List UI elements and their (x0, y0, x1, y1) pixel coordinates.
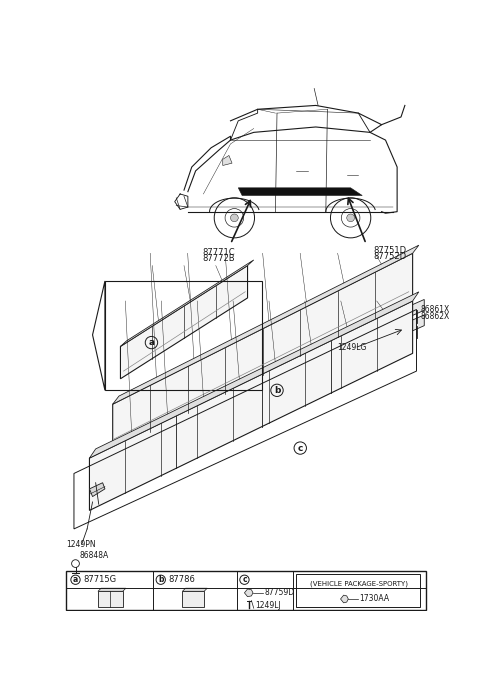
Polygon shape (113, 253, 413, 451)
Polygon shape (182, 591, 204, 606)
Polygon shape (340, 595, 348, 603)
Text: 87715G: 87715G (83, 576, 116, 584)
FancyBboxPatch shape (296, 574, 420, 606)
Text: 87772B: 87772B (203, 254, 235, 263)
Text: c: c (242, 576, 247, 584)
Text: (VEHICLE PACKAGE-SPORTY): (VEHICLE PACKAGE-SPORTY) (310, 580, 408, 587)
Text: 87752D: 87752D (374, 252, 407, 261)
Polygon shape (89, 292, 419, 458)
Polygon shape (98, 591, 123, 606)
Text: a: a (73, 576, 78, 584)
Text: 1249PN: 1249PN (66, 540, 96, 549)
Text: b: b (274, 386, 280, 395)
Text: 87786: 87786 (168, 576, 195, 584)
Polygon shape (410, 300, 424, 316)
Polygon shape (244, 589, 253, 597)
Polygon shape (89, 301, 413, 510)
Text: 87771C: 87771C (203, 248, 235, 257)
Polygon shape (120, 260, 254, 346)
Polygon shape (120, 265, 248, 379)
Text: a: a (148, 338, 155, 347)
Polygon shape (223, 156, 232, 165)
Text: 1249LG: 1249LG (337, 344, 367, 353)
Text: 87759D: 87759D (264, 589, 295, 598)
Text: b: b (158, 576, 164, 584)
Text: 86862X: 86862X (420, 312, 450, 321)
Text: 87751D: 87751D (374, 246, 407, 255)
Polygon shape (182, 588, 207, 591)
Text: 1730AA: 1730AA (359, 595, 389, 604)
Polygon shape (98, 588, 126, 591)
Circle shape (230, 214, 238, 222)
Circle shape (347, 214, 355, 222)
Polygon shape (89, 483, 105, 497)
Text: 86848A: 86848A (79, 552, 108, 560)
FancyBboxPatch shape (66, 571, 426, 610)
Text: 1249LJ: 1249LJ (255, 601, 281, 610)
Polygon shape (238, 188, 362, 196)
Text: c: c (298, 444, 303, 453)
Text: 86861X: 86861X (420, 305, 450, 314)
Polygon shape (113, 245, 419, 404)
Polygon shape (410, 315, 424, 332)
